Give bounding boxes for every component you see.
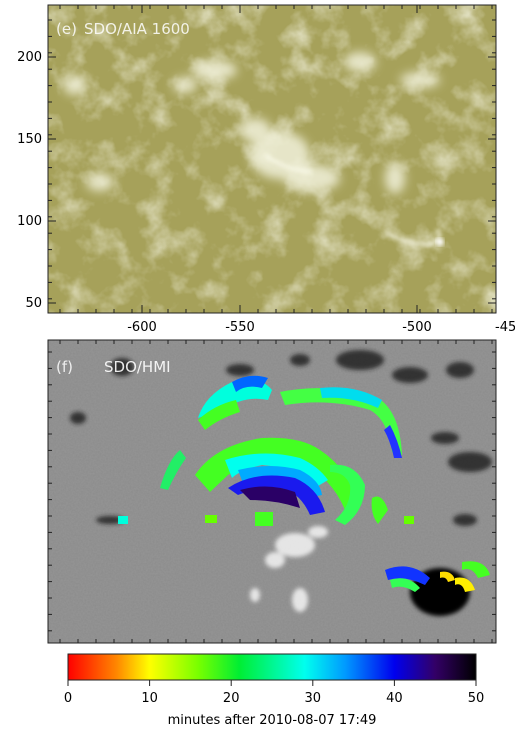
y-tick-label-150: 150 — [17, 132, 42, 147]
flare-ribbon-lower — [195, 437, 365, 525]
aia-image — [48, 5, 496, 313]
aia-y-ticks — [48, 19, 496, 304]
y-tick-label-100: 100 — [17, 214, 42, 229]
hmi-x-ticks — [59, 340, 493, 643]
flare-ribbon-upper — [198, 375, 402, 458]
colorbar-gradient — [67, 653, 477, 681]
colorbar-label: minutes after 2010-08-07 17:49 — [168, 713, 377, 728]
hmi-image — [48, 340, 496, 643]
hmi-y-ticks — [48, 351, 496, 632]
flare-patches-small — [118, 450, 414, 526]
aia-panel: (e) SDO/AIA 1600 200 150 100 50 -600 -55… — [17, 4, 515, 335]
x-tick-label-500: -500 — [402, 320, 432, 335]
colorbar-tick-20: 20 — [223, 691, 240, 706]
hmi-panel-label: (f) — [56, 358, 73, 376]
hmi-panel-title: SDO/HMI — [104, 358, 171, 376]
colorbar-tick-50: 50 — [468, 691, 485, 706]
negative-field-patches — [70, 350, 492, 526]
colorbar-tick-10: 10 — [141, 691, 158, 706]
colorbar-tick-30: 30 — [305, 691, 322, 706]
colorbar: 0 10 20 30 40 50 minutes after 2010-08-0… — [64, 653, 485, 728]
x-tick-label-600: -600 — [127, 320, 157, 335]
aia-x-ticks — [59, 5, 493, 313]
aia-panel-label: (e) — [56, 20, 77, 38]
x-tick-label-550: -550 — [225, 320, 255, 335]
colorbar-ticks — [67, 680, 477, 686]
positive-field-patches — [250, 526, 328, 612]
y-tick-label-200: 200 — [17, 50, 42, 65]
colorbar-tick-40: 40 — [386, 691, 403, 706]
sunspot — [385, 561, 490, 616]
y-tick-label-50: 50 — [25, 296, 42, 311]
x-tick-label-450: -45 — [495, 320, 515, 335]
colorbar-tick-0: 0 — [64, 691, 72, 706]
aia-panel-title: SDO/AIA 1600 — [84, 20, 190, 38]
hmi-panel: (f) SDO/HMI — [47, 339, 497, 644]
